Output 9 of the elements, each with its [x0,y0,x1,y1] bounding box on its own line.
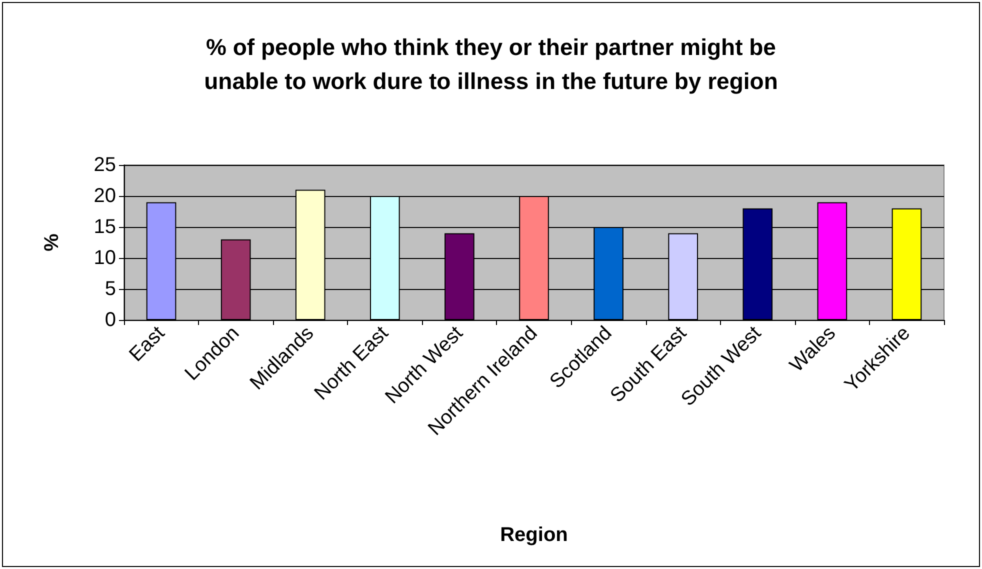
y-tick-label: 20 [94,185,116,207]
chart-title: % of people who think they or their partner might be unable to work dure to illness in the future by region [204,34,778,94]
y-tick-label: 15 [94,216,116,238]
y-tick-label: 0 [104,309,116,331]
y-axis-title: % [41,233,63,252]
y-tick-label: 25 [94,154,116,176]
y-tick-label: 10 [94,247,116,269]
x-axis-title: Region [500,524,568,546]
y-tick-label: 5 [104,278,116,300]
